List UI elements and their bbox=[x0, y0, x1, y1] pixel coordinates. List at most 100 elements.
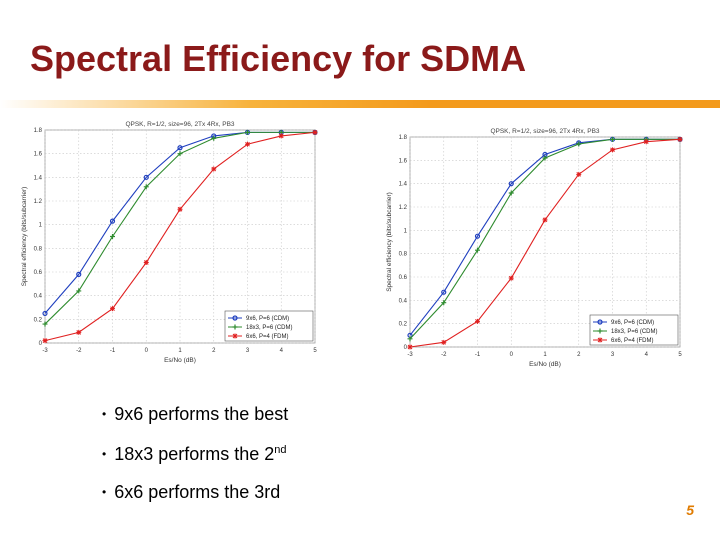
right-chart-point-9x6-p-6-cdm bbox=[474, 233, 481, 239]
right-chart-point-18x3-p-6-cdm bbox=[475, 247, 480, 253]
right-chart-y-tick-label: 1.6 bbox=[399, 158, 408, 164]
left-chart-y-tick-label: 1.8 bbox=[34, 128, 43, 134]
right-chart-point-6x6-p-4-fdm bbox=[508, 275, 514, 281]
left-chart-point-6x6-p-4-fdm bbox=[110, 306, 115, 312]
left-chart-y-tick-label: 0.4 bbox=[34, 294, 43, 300]
bullet-item-2: • 18x3 performs the 2nd bbox=[102, 444, 287, 465]
right-chart-x-tick-label: 3 bbox=[611, 352, 615, 358]
left-chart-x-tick-label: 0 bbox=[145, 348, 149, 354]
right-chart-y-axis-label: Spectral efficiency (bits/subcarrier) bbox=[386, 192, 393, 292]
right-chart-point-9x6-p-6-cdm bbox=[508, 181, 514, 187]
bullet-icon: • bbox=[102, 447, 107, 461]
right-chart-point-18x3-p-6-cdm bbox=[407, 336, 413, 342]
left-chart-legend-label: 18x3, P=6 (CDM) bbox=[246, 325, 293, 331]
left-chart-point-6x6-p-4-fdm bbox=[42, 338, 48, 344]
left-chart-point-18x3-p-6-cdm bbox=[143, 184, 149, 190]
right-chart-legend-label: 18x3, P=6 (CDM) bbox=[611, 329, 658, 335]
right-chart-point-6x6-p-4-fdm bbox=[441, 339, 447, 345]
right-chart-point-6x6-p-4-fdm bbox=[610, 147, 615, 153]
right-chart-legend-label: 9x6, P=6 (CDM) bbox=[611, 320, 654, 326]
left-chart-point-18x3-p-6-cdm bbox=[245, 129, 250, 135]
right-chart-point-6x6-p-4-fdm bbox=[576, 171, 582, 177]
left-chart-point-6x6-p-4-fdm bbox=[177, 206, 183, 212]
title-divider bbox=[0, 100, 720, 108]
right-chart-point-6x6-p-4-fdm bbox=[475, 318, 480, 324]
right-chart-point-9x6-p-6-cdm bbox=[441, 289, 447, 295]
left-chart-x-tick-label: -2 bbox=[76, 348, 82, 354]
right-chart-x-tick-label: -3 bbox=[407, 352, 413, 358]
right-chart-point-18x3-p-6-cdm bbox=[542, 155, 548, 161]
bullet-item-3: • 6x6 performs the 3rd bbox=[102, 482, 280, 503]
left-chart-y-tick-label: 0.8 bbox=[34, 246, 43, 252]
left-chart-y-tick-label: 0.6 bbox=[34, 270, 43, 276]
slide-title: Spectral Efficiency for SDMA bbox=[30, 38, 527, 79]
right-chart-x-tick-label: 0 bbox=[510, 352, 514, 358]
left-chart-x-tick-label: 4 bbox=[280, 348, 284, 354]
left-chart-point-18x3-p-6-cdm bbox=[42, 321, 48, 327]
right-chart-legend-marker bbox=[597, 328, 603, 334]
right-chart-x-tick-label: -2 bbox=[441, 352, 447, 358]
left-chart-y-tick-label: 1.2 bbox=[34, 199, 43, 205]
left-chart-y-tick-label: 1.4 bbox=[34, 175, 43, 181]
left-chart-point-6x6-p-4-fdm bbox=[143, 260, 149, 266]
right-chart-x-tick-label: 1 bbox=[543, 352, 547, 358]
bullet-text-1: 9x6 performs the best bbox=[114, 404, 289, 424]
left-chart-y-axis-label: Spectral efficiency (bits/subcarrier) bbox=[21, 187, 28, 287]
right-chart-legend-marker bbox=[597, 319, 603, 325]
left-chart-point-6x6-p-4-fdm bbox=[278, 133, 284, 139]
right-chart-y-tick-label: 0.4 bbox=[399, 298, 408, 304]
left-chart-point-18x3-p-6-cdm bbox=[110, 234, 115, 239]
left-chart-x-axis-label: Es/No (dB) bbox=[164, 357, 196, 364]
bullet-sup-2: nd bbox=[274, 444, 287, 456]
left-chart-point-6x6-p-4-fdm bbox=[245, 141, 250, 147]
right-chart-legend-marker bbox=[597, 337, 603, 343]
left-chart-x-tick-label: -3 bbox=[42, 348, 48, 354]
right-chart-y-tick-label: 0 bbox=[404, 345, 408, 351]
right-chart-point-18x3-p-6-cdm bbox=[508, 190, 514, 196]
left-chart-y-tick-label: 1.6 bbox=[34, 152, 43, 158]
bullet-text-3: 6x6 performs the 3rd bbox=[114, 482, 281, 502]
left-chart-point-18x3-p-6-cdm bbox=[76, 288, 82, 294]
right-chart-x-tick-label: -1 bbox=[475, 352, 481, 358]
left-chart-legend-label: 6x6, P=4 (FDM) bbox=[246, 334, 289, 340]
right-chart-y-tick-label: 1 bbox=[404, 228, 408, 234]
left-chart-y-tick-label: 1 bbox=[39, 223, 43, 229]
left-chart-x-tick-label: 5 bbox=[313, 348, 317, 354]
left-chart-x-tick-label: -1 bbox=[110, 348, 116, 354]
right-chart-point-6x6-p-4-fdm bbox=[542, 217, 548, 223]
right-chart-x-tick-label: 5 bbox=[678, 352, 682, 358]
left-chart-y-tick-label: 0.2 bbox=[34, 317, 43, 323]
right-chart-x-tick-label: 2 bbox=[577, 352, 581, 358]
right-chart-x-axis-label: Es/No (dB) bbox=[529, 361, 561, 368]
left-chart-point-9x6-p-6-cdm bbox=[42, 310, 48, 317]
left-chart-x-tick-label: 2 bbox=[212, 348, 216, 354]
left-chart-point-9x6-p-6-cdm bbox=[177, 145, 183, 151]
left-chart-point-9x6-p-6-cdm bbox=[143, 174, 149, 180]
left-chart-point-6x6-p-4-fdm bbox=[312, 129, 318, 135]
left-chart-point-6x6-p-4-fdm bbox=[76, 329, 82, 335]
left-chart-legend-marker bbox=[232, 324, 238, 330]
right-chart-y-tick-label: 0.6 bbox=[399, 275, 408, 281]
bullet-icon: • bbox=[102, 407, 107, 421]
right-chart-legend-label: 6x6, P=4 (FDM) bbox=[611, 338, 654, 344]
right-chart-title: QPSK, R=1/2, size=96, 2Tx 4Rx, PB3 bbox=[490, 128, 599, 135]
right-chart-y-tick-label: 1.4 bbox=[399, 182, 408, 188]
bullet-text-2: 18x3 performs the 2 bbox=[114, 444, 275, 464]
left-chart-legend-marker bbox=[232, 333, 238, 339]
left-chart-x-tick-label: 3 bbox=[246, 348, 250, 354]
right-chart-point-18x3-p-6-cdm bbox=[576, 141, 582, 147]
left-chart-point-6x6-p-4-fdm bbox=[211, 166, 217, 172]
right-chart-y-tick-label: 0.2 bbox=[399, 322, 408, 328]
right-chart-point-18x3-p-6-cdm bbox=[441, 300, 447, 306]
bullet-item-1: • 9x6 performs the best bbox=[102, 404, 288, 425]
left-chart-legend-label: 9x6, P=6 (CDM) bbox=[246, 316, 289, 322]
left-chart-point-18x3-p-6-cdm bbox=[211, 135, 217, 141]
page-number: 5 bbox=[686, 502, 694, 518]
right-chart-point-6x6-p-4-fdm bbox=[677, 136, 683, 142]
right-chart-point-18x3-p-6-cdm bbox=[610, 136, 615, 142]
bullet-icon: • bbox=[102, 485, 107, 499]
left-chart-x-tick-label: 1 bbox=[178, 348, 182, 354]
left-chart-point-18x3-p-6-cdm bbox=[177, 151, 183, 157]
